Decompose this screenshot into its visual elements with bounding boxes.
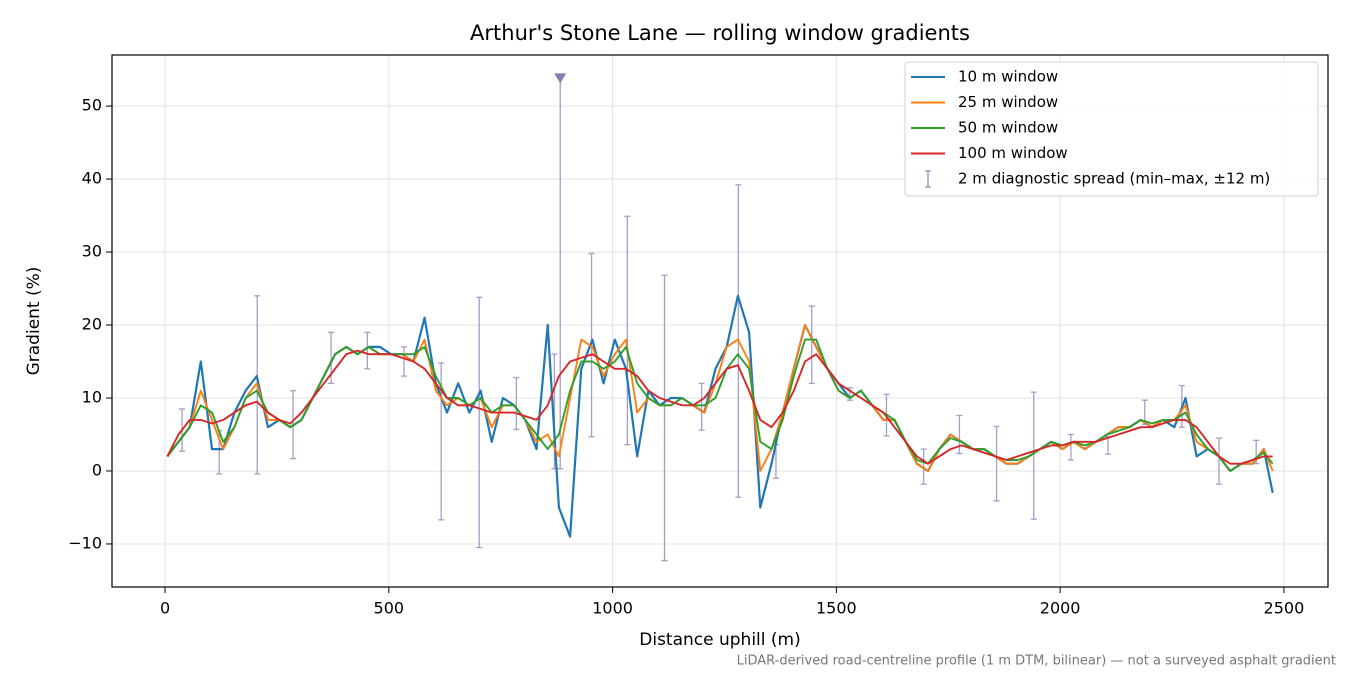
y-tick-label: 50 bbox=[82, 96, 102, 115]
x-tick-label: 2000 bbox=[1040, 599, 1081, 618]
y-tick-label: 30 bbox=[82, 242, 102, 261]
chart-title: Arthur's Stone Lane — rolling window gra… bbox=[470, 21, 970, 45]
x-tick-label: 500 bbox=[374, 599, 405, 618]
legend-label: 2 m diagnostic spread (min–max, ±12 m) bbox=[958, 170, 1270, 188]
y-tick-label: 0 bbox=[92, 460, 102, 479]
y-tick-label: 40 bbox=[82, 169, 102, 188]
legend-label: 10 m window bbox=[958, 68, 1058, 86]
legend-label: 100 m window bbox=[958, 144, 1068, 162]
series-line bbox=[166, 349, 1273, 465]
y-axis-label: Gradient (%) bbox=[24, 267, 44, 376]
footnote: LiDAR-derived road-centreline profile (1… bbox=[737, 654, 1336, 669]
legend-label: 50 m window bbox=[958, 119, 1058, 137]
x-tick-label: 2500 bbox=[1264, 599, 1305, 618]
x-tick-label: 1000 bbox=[592, 599, 633, 618]
series-line bbox=[166, 338, 1274, 472]
y-tick-label: 10 bbox=[82, 387, 102, 406]
axes-frame bbox=[111, 54, 1329, 588]
legend-label: 25 m window bbox=[958, 93, 1058, 111]
legend-box bbox=[904, 61, 1319, 197]
x-axis-label: Distance uphill (m) bbox=[639, 630, 800, 650]
y-tick-label: −10 bbox=[68, 533, 102, 552]
plot-area bbox=[166, 73, 1274, 562]
x-tick-label: 1500 bbox=[816, 599, 857, 618]
peak-marker bbox=[554, 73, 567, 84]
y-tick-label: 20 bbox=[82, 315, 102, 334]
x-tick-label: 0 bbox=[160, 599, 170, 618]
